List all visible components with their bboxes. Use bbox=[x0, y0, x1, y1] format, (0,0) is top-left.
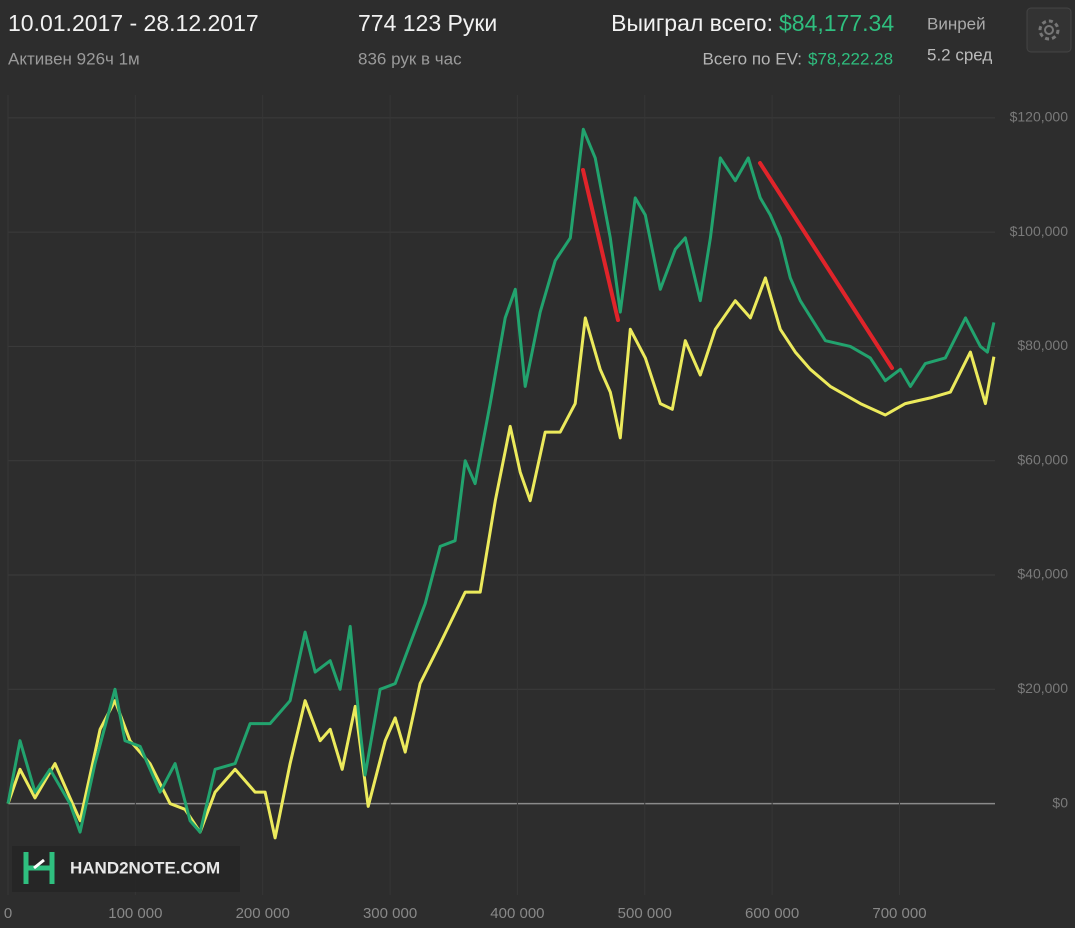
hands: 774 123 Руки bbox=[358, 10, 497, 36]
ev-label: Всего по EV: bbox=[703, 49, 802, 68]
y-tick-label: $0 bbox=[1052, 794, 1068, 810]
winrate-value: 5.2 сред bbox=[927, 45, 992, 64]
watermark: HAND2NOTE.COM bbox=[12, 846, 240, 892]
y-tick-label: $20,000 bbox=[1017, 680, 1068, 696]
x-tick-label: 700 000 bbox=[872, 905, 926, 922]
x-tick-label: 400 000 bbox=[490, 905, 544, 922]
y-tick-label: $40,000 bbox=[1017, 566, 1068, 582]
x-tick-label: 300 000 bbox=[363, 905, 417, 922]
won-value: $84,177.34 bbox=[779, 10, 894, 36]
x-tick-label: 600 000 bbox=[745, 905, 799, 922]
annotation bbox=[581, 161, 894, 370]
watermark-text: HAND2NOTE.COM bbox=[70, 858, 220, 877]
x-tick-label: 200 000 bbox=[236, 905, 290, 922]
settings-button[interactable] bbox=[1026, 7, 1072, 53]
y-tick-label: $60,000 bbox=[1017, 451, 1068, 467]
x-tick-label: 0 bbox=[4, 905, 12, 922]
series-line bbox=[6, 276, 996, 840]
y-tick-label: $100,000 bbox=[1010, 223, 1069, 239]
y-tick-label: $120,000 bbox=[1010, 109, 1069, 125]
plot bbox=[6, 127, 996, 840]
date-range: 10.01.2017 - 28.12.2017 bbox=[8, 10, 259, 36]
winrate-label: Винрей bbox=[927, 14, 986, 33]
y-tick-label: $80,000 bbox=[1017, 337, 1068, 353]
grid: $0 $20,000 $40,000 $60,000 $80,000 $100,000 $1… bbox=[4, 95, 1068, 922]
series-line bbox=[6, 127, 996, 834]
ev-value: $78,222.28 bbox=[808, 49, 893, 68]
hands-per-hour: 836 рук в час bbox=[358, 49, 462, 68]
x-tick-label: 500 000 bbox=[618, 905, 672, 922]
active-time: Активен 926ч 1м bbox=[8, 49, 140, 68]
x-tick-label: 100 000 bbox=[108, 905, 162, 922]
won-label: Выиграл всего: bbox=[611, 10, 773, 36]
